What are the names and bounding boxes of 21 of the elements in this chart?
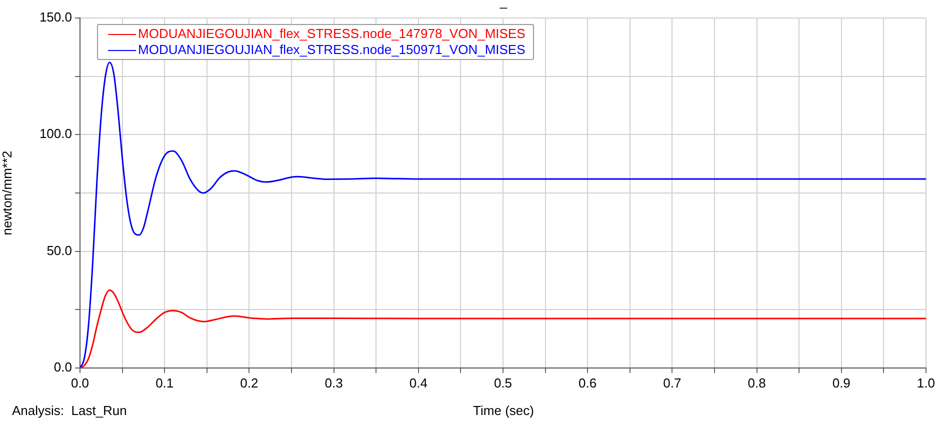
- x-axis-title: Time (sec): [473, 403, 534, 418]
- legend-label: MODUANJIEGOUJIAN_flex_STRESS.node_150971_VON_MISES: [137, 42, 526, 58]
- x-tick-label: 0.6: [578, 375, 597, 390]
- y-tick-label: 50.0: [46, 242, 72, 258]
- chart-title: _: [498, 0, 508, 9]
- text: Analysis: Last_Run: [12, 403, 127, 418]
- x-tick-label: 0.0: [70, 375, 90, 390]
- x-tick-label: 0.7: [663, 375, 682, 390]
- x-tick-label: 0.5: [494, 375, 512, 390]
- y-tick-label: 0.0: [54, 360, 72, 375]
- x-tick-label: 0.8: [748, 375, 766, 390]
- x-tick-label: 0.4: [409, 375, 428, 390]
- y-tick-label: 100.0: [39, 126, 72, 142]
- y-tick-label: 150.0: [39, 10, 72, 25]
- x-tick-label: 0.2: [240, 375, 258, 390]
- x-tick-label: 0.9: [832, 375, 850, 390]
- y-axis-title: newton/mm**2: [0, 150, 14, 236]
- legend-label: MODUANJIEGOUJIAN_flex_STRESS.node_147978_VON_MISES: [137, 26, 526, 42]
- x-tick-label: 1.0: [916, 375, 936, 390]
- x-tick-label: 0.3: [324, 375, 343, 390]
- x-tick-label: 0.1: [156, 375, 174, 390]
